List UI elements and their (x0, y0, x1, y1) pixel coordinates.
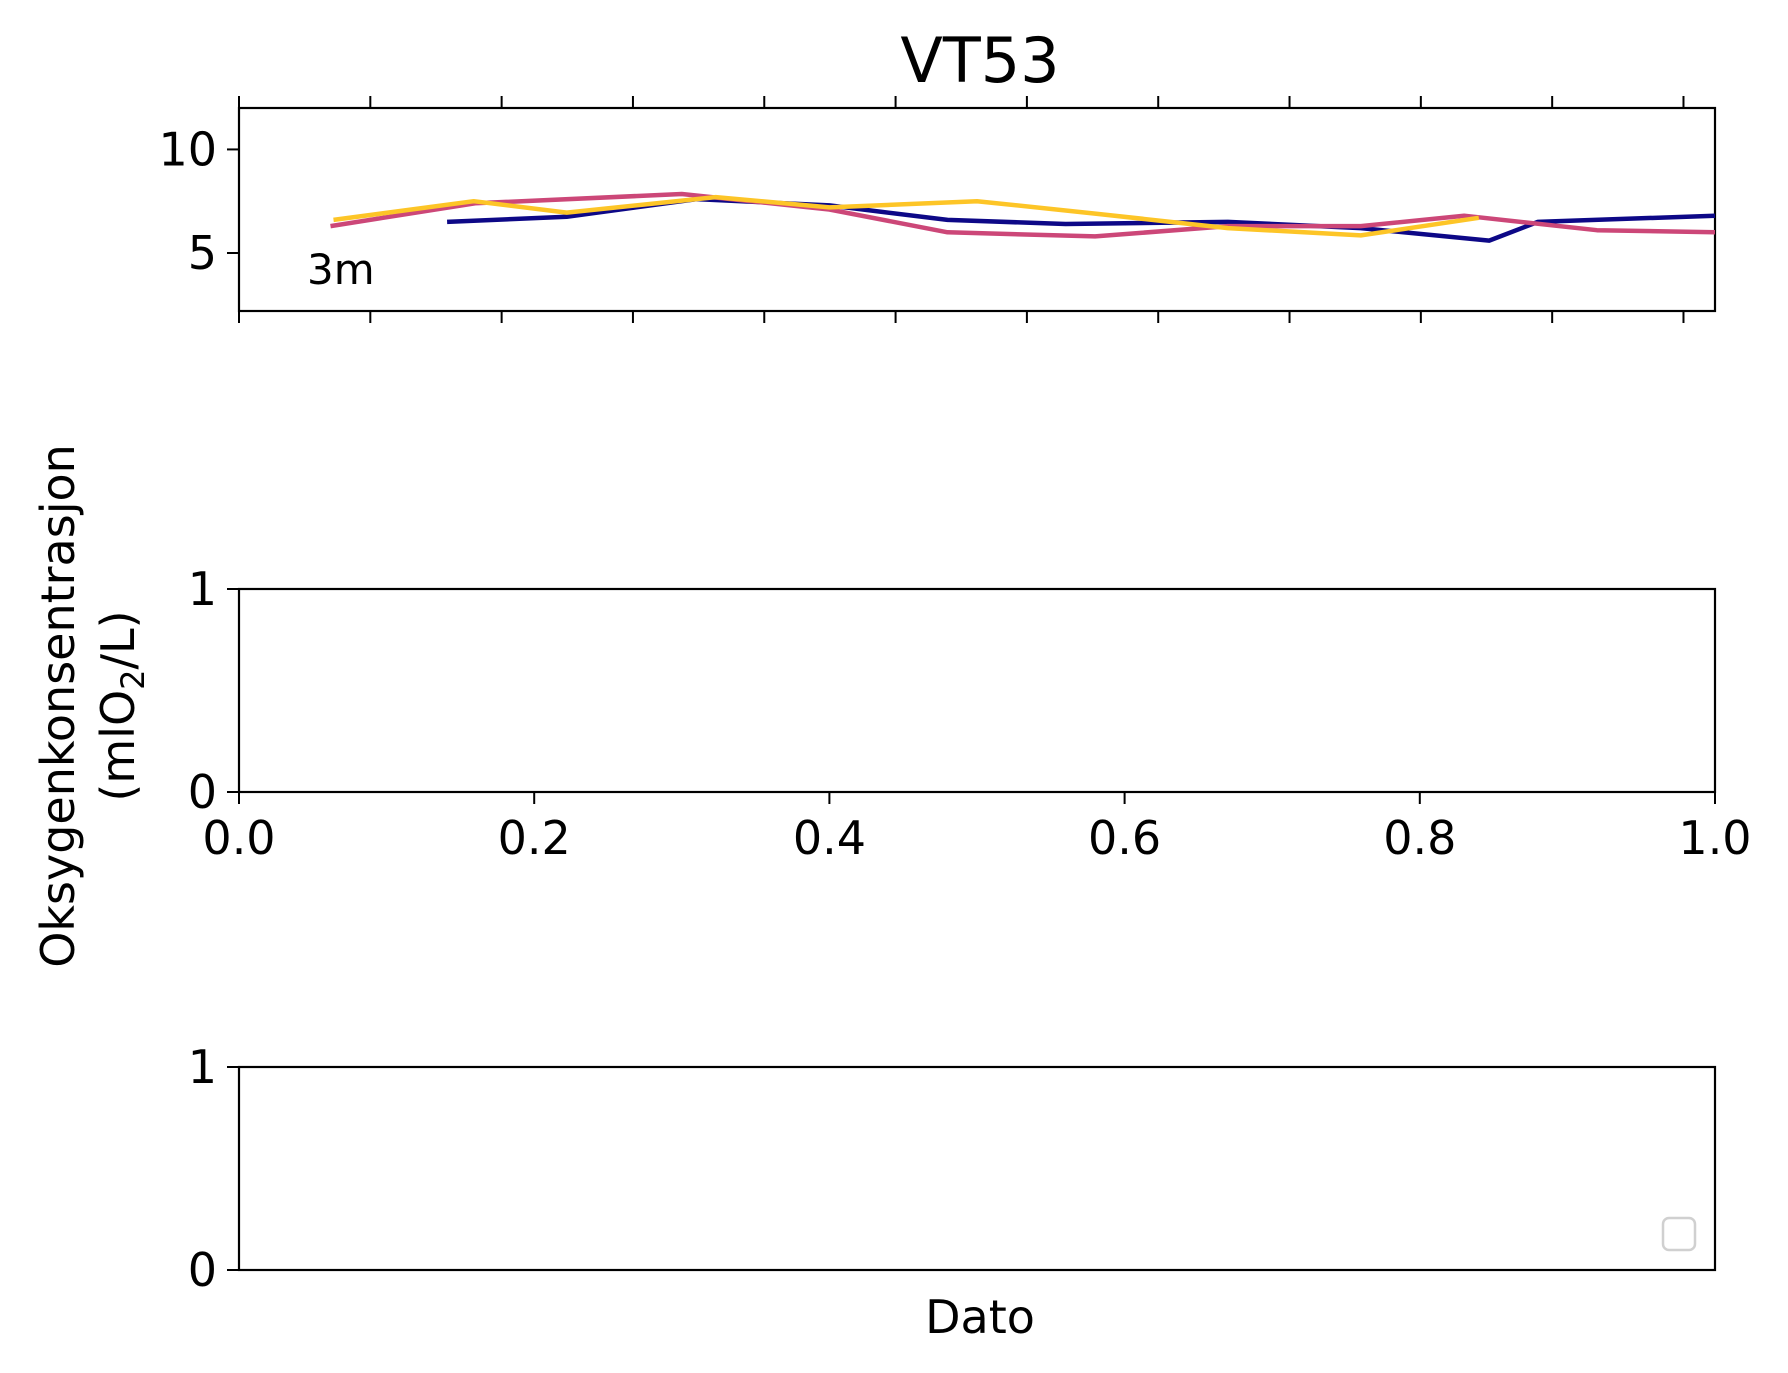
x-axis-label: Dato (925, 1290, 1035, 1344)
panel-middle: 0 1 0.0 0.2 0.4 0.6 0.8 1.0 (188, 562, 1752, 865)
y-tick-label: 5 (188, 226, 217, 280)
chart-title: VT53 (900, 24, 1059, 97)
y-tick-label: 10 (158, 122, 217, 176)
y-tick-label: 0 (188, 1243, 217, 1297)
x-tick-label: 0.2 (498, 811, 571, 865)
depth-annotation: 3m (307, 245, 375, 294)
x-tick-label: 0.0 (202, 811, 275, 865)
x-tick-label: 1.0 (1678, 811, 1751, 865)
series-line-2 (330, 191, 1716, 239)
y-axis-label-line1: Oksygenkonsentrasjon (31, 444, 85, 968)
plot-frame (237, 106, 1717, 313)
plot-frame (237, 587, 1717, 794)
plot-frame (237, 1065, 1717, 1272)
y-tick-label: 0 (188, 765, 217, 819)
series-line-3 (333, 194, 1480, 238)
y-axis-label-line2: (mlO2/L) (91, 610, 152, 801)
legend-box (1661, 1216, 1697, 1252)
y-tick-label: 1 (188, 562, 217, 616)
panel-bottom: 01 (188, 1040, 1717, 1297)
y-label-subscript: 2 (114, 669, 152, 689)
x-tick-label: 0.4 (793, 811, 866, 865)
y-label-suffix: /L) (91, 610, 145, 669)
panel-3m: 5 10 3m (158, 96, 1717, 323)
y-label-prefix: (mlO (91, 690, 145, 802)
x-tick-label: 0.6 (1088, 811, 1161, 865)
y-tick-label: 1 (188, 1040, 217, 1094)
x-tick-label: 0.8 (1383, 811, 1456, 865)
